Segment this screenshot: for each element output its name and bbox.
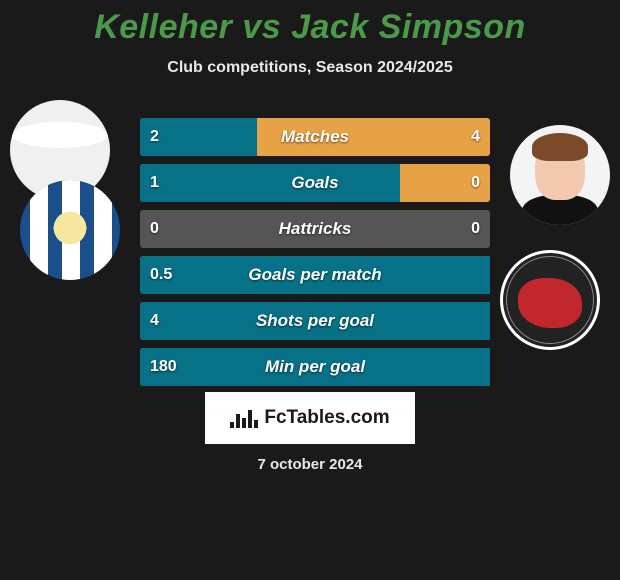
bar-chart-icon [230,408,258,428]
stat-label: Min per goal [140,348,490,386]
stat-comparison-chart: 24Matches 10Goals 00Hattricks 0.5Goals per … [140,118,490,394]
stat-row: 10Goals [140,164,490,202]
stat-label: Goals [140,164,490,202]
stat-row: 180Min per goal [140,348,490,386]
footer-date: 7 october 2024 [0,456,620,473]
stat-label: Matches [140,118,490,156]
club-left-badge [20,180,120,280]
stat-row: 0.5Goals per match [140,256,490,294]
stat-row: 24Matches [140,118,490,156]
stat-label: Shots per goal [140,302,490,340]
club-right-badge [500,250,600,350]
brand-logo: FcTables.com [205,392,415,444]
subtitle: Club competitions, Season 2024/2025 [0,59,620,77]
page-title: Kelleher vs Jack Simpson [0,0,620,47]
player-right-avatar [510,125,610,225]
stat-row: 00Hattricks [140,210,490,248]
stat-row: 4Shots per goal [140,302,490,340]
stat-label: Hattricks [140,210,490,248]
brand-text: FcTables.com [264,407,389,429]
stat-label: Goals per match [140,256,490,294]
